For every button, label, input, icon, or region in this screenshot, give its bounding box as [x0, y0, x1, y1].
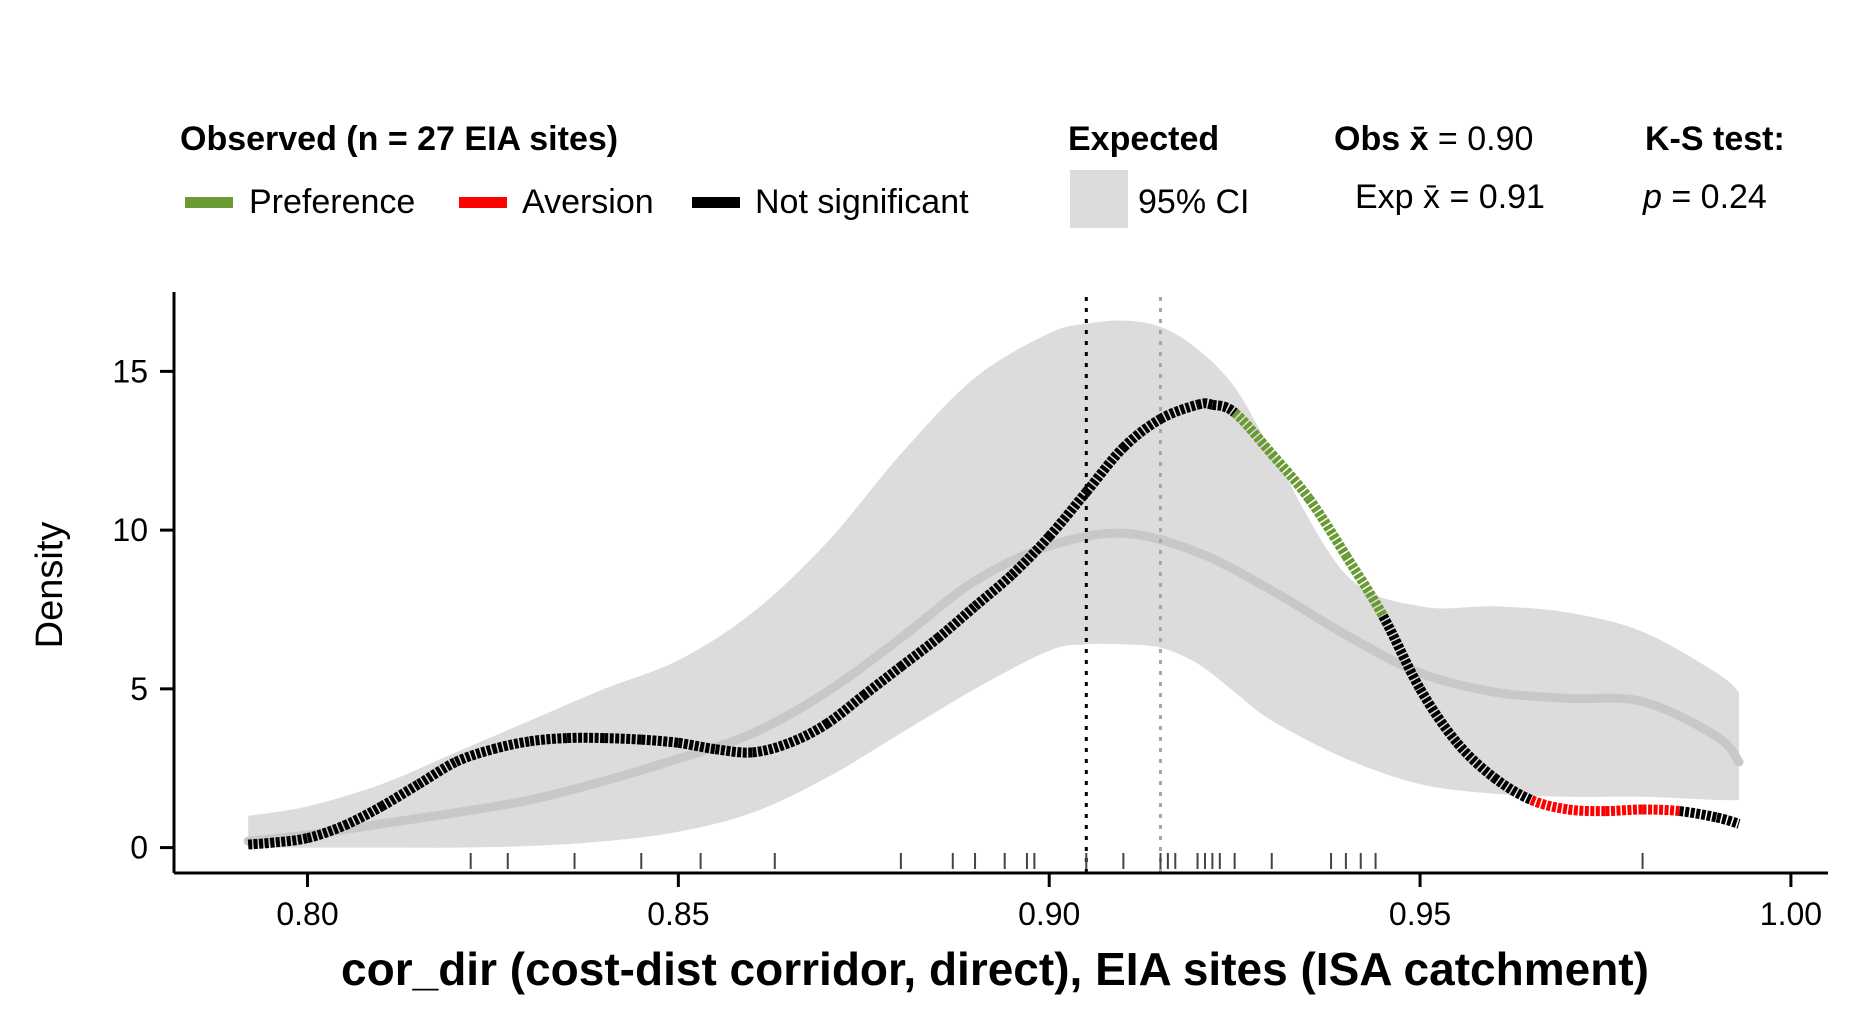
observed-curve-segment	[787, 719, 830, 748]
exp-mean-label: Exp x̄	[1355, 178, 1440, 216]
legend-aversion-swatch	[459, 197, 507, 208]
observed-curve-segment	[1529, 795, 1570, 815]
ks-p-equals: =	[1662, 178, 1701, 216]
observed-curve-segment	[1567, 804, 1606, 817]
observed-curve-segment	[1231, 408, 1276, 458]
axes: 0.80 0.85 0.90 0.95 1.00 0 5 10 15	[112, 292, 1828, 932]
y-tick-label: 15	[112, 353, 148, 389]
y-tick-label: 0	[130, 830, 148, 866]
observed-line-layer	[247, 398, 1741, 850]
legend-not-significant-label: Not significant	[755, 183, 969, 221]
observed-curve-segment	[1341, 552, 1388, 619]
observed-curve-segment	[1211, 399, 1238, 417]
ks-p-stat: p = 0.24	[1642, 178, 1767, 216]
stats-panel: Obs x̄ = 0.90 Exp x̄ = 0.91 K-S test: p …	[1334, 120, 1785, 216]
observed-curve-segment	[1304, 495, 1351, 559]
x-axis-title: cor_dir (cost-dist corridor, direct), EI…	[341, 943, 1649, 995]
observed-curve-segment	[1196, 398, 1214, 410]
observed-curve-segment	[529, 733, 568, 747]
observed-curve-segment	[860, 662, 904, 700]
observed-curve-segment	[491, 736, 531, 754]
legend-aversion-label: Aversion	[522, 183, 654, 221]
observed-curve-segment	[897, 634, 942, 671]
ks-p-value: 0.24	[1701, 178, 1767, 216]
legend-expected-title: Expected	[1068, 120, 1219, 158]
legend-not-significant-swatch	[692, 197, 740, 208]
observed-curve-segment	[1378, 613, 1425, 692]
observed-curve-segment	[1642, 804, 1681, 817]
observed-curve-segment	[752, 738, 792, 758]
rug-layer	[469, 853, 1644, 869]
observed-curve-segment	[934, 602, 979, 642]
x-ticks: 0.80 0.85 0.90 0.95 1.00	[276, 873, 1822, 932]
observed-curve-segment	[971, 570, 1016, 611]
x-tick-label: 0.85	[647, 896, 709, 932]
exp-mean-equals: =	[1440, 178, 1479, 216]
obs-mean-equals: =	[1428, 120, 1467, 158]
observed-curve-segment	[379, 779, 422, 811]
observed-curve-segment	[1045, 488, 1091, 540]
observed-curve-segment	[1267, 450, 1313, 502]
expected-line-layer	[243, 528, 1744, 846]
ks-p-label: p	[1642, 178, 1662, 216]
mean-lines-layer	[1084, 297, 1162, 873]
legend-preference-label: Preference	[249, 183, 415, 221]
observed-curve-segment	[269, 833, 309, 848]
x-tick-label: 0.90	[1018, 896, 1080, 932]
y-tick-label: 10	[112, 512, 148, 548]
obs-mean-value: 0.90	[1467, 120, 1533, 158]
observed-curve-segment	[1491, 773, 1534, 805]
x-tick-label: 0.95	[1389, 896, 1451, 932]
exp-mean-stat: Exp x̄ = 0.91	[1355, 178, 1545, 216]
obs-mean-label: Obs x̄	[1334, 120, 1429, 158]
observed-curve-segment	[1082, 444, 1127, 496]
observed-curve-segment	[1453, 739, 1498, 782]
y-ticks: 0 5 10 15	[112, 353, 174, 866]
observed-curve-segment	[453, 744, 495, 767]
observed-curve-segment	[416, 757, 459, 789]
y-axis-title: Density	[29, 522, 71, 649]
observed-curve-segment	[247, 837, 271, 850]
legend-observed-title: Observed (n = 27 EIA sites)	[180, 120, 618, 158]
exp-mean-value: 0.91	[1479, 178, 1545, 216]
expected-mean-curve	[243, 528, 1744, 846]
observed-curve-segment	[1415, 686, 1461, 747]
ci-band-layer	[248, 320, 1739, 848]
legend-ci-label: 95% CI	[1138, 183, 1250, 221]
observed-curve-segment	[1157, 399, 1199, 424]
observed-curve-segment	[714, 744, 753, 758]
observed-curve-segment	[604, 733, 642, 745]
observed-curve-segment	[640, 734, 679, 748]
observed-curve-segment	[1679, 806, 1718, 823]
observed-curve-segment	[1715, 812, 1741, 829]
y-tick-label: 5	[130, 671, 148, 707]
x-tick-label: 0.80	[276, 896, 338, 932]
ks-test-title: K-S test:	[1645, 120, 1785, 158]
observed-curve-segment	[823, 691, 867, 728]
legend-ci-swatch	[1070, 170, 1128, 228]
legend-preference-swatch	[185, 197, 233, 208]
obs-mean-stat: Obs x̄ = 0.90	[1334, 120, 1533, 158]
ci-band-area	[248, 320, 1739, 848]
observed-curve-segment	[342, 801, 385, 830]
legend: Observed (n = 27 EIA sites) Preference A…	[180, 120, 1785, 228]
observed-curve-segment	[1119, 414, 1164, 452]
x-tick-label: 1.00	[1760, 896, 1822, 932]
observed-curve-segment	[677, 737, 717, 755]
observed-curve-segment	[306, 820, 347, 843]
observed-curve-segment	[1605, 804, 1643, 817]
